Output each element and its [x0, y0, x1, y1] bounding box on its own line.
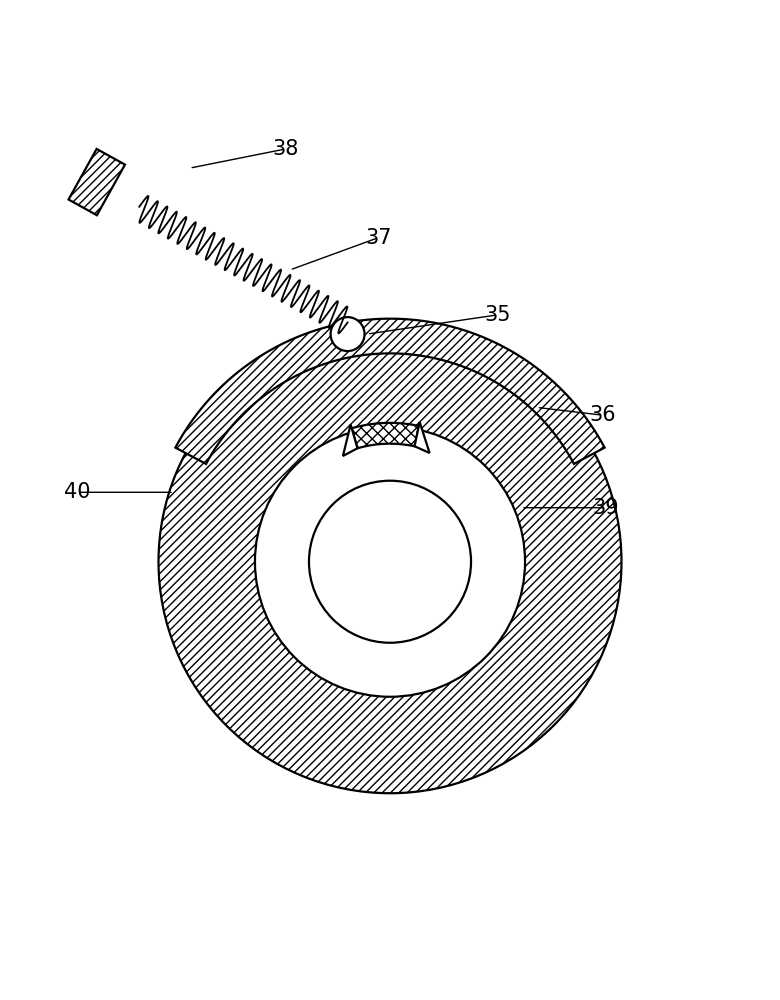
Text: 37: 37	[365, 228, 392, 248]
Text: 38: 38	[273, 139, 299, 159]
Circle shape	[255, 427, 525, 697]
Text: 36: 36	[589, 405, 615, 425]
Polygon shape	[176, 319, 604, 464]
Circle shape	[309, 481, 471, 643]
Polygon shape	[352, 423, 419, 448]
Text: 39: 39	[593, 498, 619, 518]
Circle shape	[158, 330, 622, 793]
Polygon shape	[69, 149, 125, 215]
Circle shape	[331, 317, 364, 351]
Polygon shape	[414, 422, 430, 453]
Text: 35: 35	[485, 305, 511, 325]
Text: 40: 40	[64, 482, 90, 502]
Polygon shape	[343, 425, 357, 456]
